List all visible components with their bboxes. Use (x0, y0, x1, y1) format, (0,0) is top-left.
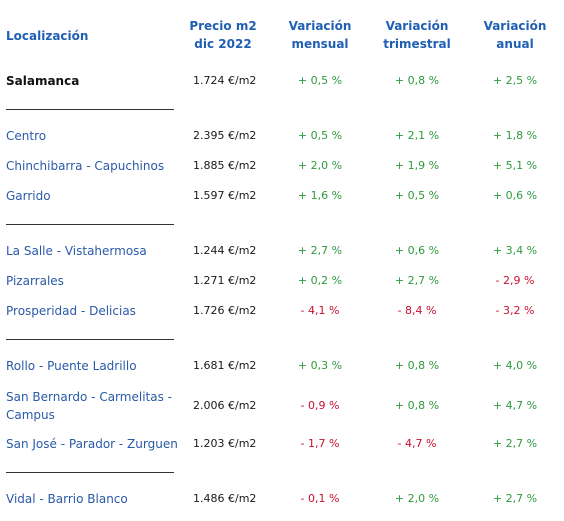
row-centro-price: 2.395 €/m2 (193, 129, 257, 142)
group-divider (6, 472, 174, 473)
row-salamanca-price: 1.724 €/m2 (193, 74, 257, 87)
header-localizacion: Localización (6, 29, 89, 43)
header-anual-line1: Variación (483, 19, 547, 33)
row-pizarrales-mensual: + 0,2 % (297, 274, 343, 287)
row-salamanca-anual: + 2,5 % (492, 74, 538, 87)
row-lasalle-anual: + 3,4 % (492, 244, 538, 257)
row-vidal-mensual: - 0,1 % (300, 492, 340, 505)
group-divider (6, 224, 174, 225)
header-precio: Precio m2 dic 2022 (181, 17, 265, 53)
header-anual-line2: anual (496, 37, 534, 51)
header-trimestral-line2: trimestral (383, 37, 451, 51)
header-mensual: Variación mensual (280, 17, 360, 53)
group-divider (6, 339, 174, 340)
row-vidal-trimestral: + 2,0 % (394, 492, 440, 505)
row-prosperidad-price: 1.726 €/m2 (193, 304, 257, 317)
header-precio-line2: dic 2022 (194, 37, 252, 51)
row-sanjose-anual: + 2,7 % (492, 437, 538, 450)
row-rollo-location: Rollo - Puente Ladrillo (6, 359, 137, 373)
row-sanjose-mensual: - 1,7 % (300, 437, 340, 450)
row-centro-trimestral: + 2,1 % (394, 129, 440, 142)
row-vidal-anual: + 2,7 % (492, 492, 538, 505)
row-centro-anual: + 1,8 % (492, 129, 538, 142)
row-prosperidad-mensual: - 4,1 % (300, 304, 340, 317)
row-centro-mensual: + 0,5 % (297, 129, 343, 142)
row-garrido-trimestral: + 0,5 % (394, 189, 440, 202)
row-prosperidad-anual: - 3,2 % (495, 304, 535, 317)
row-lasalle-location: La Salle - Vistahermosa (6, 244, 147, 258)
row-garrido-price: 1.597 €/m2 (193, 189, 257, 202)
row-sanjose-trimestral: - 4,7 % (397, 437, 437, 450)
row-salamanca-trimestral: + 0,8 % (394, 74, 440, 87)
row-salamanca-mensual: + 0,5 % (297, 74, 343, 87)
row-rollo-trimestral: + 0,8 % (394, 359, 440, 372)
row-rollo-anual: + 4,0 % (492, 359, 538, 372)
header-trimestral-line1: Variación (385, 19, 449, 33)
row-chinchibarra-price: 1.885 €/m2 (193, 159, 257, 172)
header-anual: Variación anual (476, 17, 554, 53)
header-precio-line1: Precio m2 (189, 19, 257, 33)
row-pizarrales-trimestral: + 2,7 % (394, 274, 440, 287)
row-vidal-location: Vidal - Barrio Blanco (6, 492, 128, 506)
row-sanbernardo-anual: + 4,7 % (492, 399, 538, 412)
header-mensual-line2: mensual (291, 37, 349, 51)
row-pizarrales-anual: - 2,9 % (495, 274, 535, 287)
row-salamanca-location: Salamanca (6, 74, 80, 88)
row-chinchibarra-trimestral: + 1,9 % (394, 159, 440, 172)
row-sanbernardo-location-line2: Campus (6, 408, 55, 422)
row-prosperidad-trimestral: - 8,4 % (397, 304, 437, 317)
row-sanbernardo-location: San Bernardo - Carmelitas - Campus (6, 388, 172, 424)
row-sanbernardo-mensual: - 0,9 % (300, 399, 340, 412)
row-prosperidad-location: Prosperidad - Delicias (6, 304, 136, 318)
row-lasalle-mensual: + 2,7 % (297, 244, 343, 257)
row-sanjose-price: 1.203 €/m2 (193, 437, 257, 450)
row-sanbernardo-location-line1: San Bernardo - Carmelitas - (6, 390, 172, 404)
header-trimestral: Variación trimestral (376, 17, 458, 53)
row-chinchibarra-anual: + 5,1 % (492, 159, 538, 172)
row-sanbernardo-trimestral: + 0,8 % (394, 399, 440, 412)
row-rollo-mensual: + 0,3 % (297, 359, 343, 372)
row-sanbernardo-price: 2.006 €/m2 (193, 399, 257, 412)
row-garrido-location: Garrido (6, 189, 51, 203)
row-garrido-mensual: + 1,6 % (297, 189, 343, 202)
row-lasalle-price: 1.244 €/m2 (193, 244, 257, 257)
group-divider (6, 109, 174, 110)
row-pizarrales-location: Pizarrales (6, 274, 64, 288)
row-chinchibarra-location: Chinchibarra - Capuchinos (6, 159, 165, 173)
row-lasalle-trimestral: + 0,6 % (394, 244, 440, 257)
row-pizarrales-price: 1.271 €/m2 (193, 274, 257, 287)
row-centro-location: Centro (6, 129, 47, 143)
header-mensual-line1: Variación (288, 19, 352, 33)
row-garrido-anual: + 0,6 % (492, 189, 538, 202)
row-sanjose-location: San José - Parador - Zurguen (6, 437, 178, 451)
row-rollo-price: 1.681 €/m2 (193, 359, 257, 372)
row-chinchibarra-mensual: + 2,0 % (297, 159, 343, 172)
row-vidal-price: 1.486 €/m2 (193, 492, 257, 505)
